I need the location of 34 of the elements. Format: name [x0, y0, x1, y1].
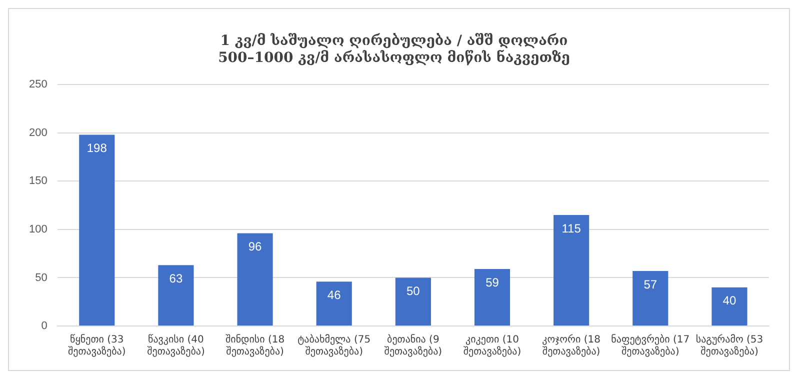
data-label: 198	[86, 141, 108, 156]
x-tick-label: კიკეთი (10 შეთავაზება)	[463, 334, 522, 358]
x-tick-label: ტაბახმელა (75 შეთავაზება)	[298, 334, 371, 358]
x-tick-label: ბეთანია (9 შეთავაზება)	[384, 334, 442, 358]
data-label: 50	[406, 284, 420, 298]
y-tick-label: 0	[41, 320, 48, 332]
bar	[632, 270, 668, 326]
bar	[712, 287, 748, 326]
bar	[237, 233, 273, 326]
y-tick-label: 50	[35, 272, 48, 284]
data-label: 40	[722, 294, 736, 308]
bar	[79, 134, 115, 326]
data-label: 96	[248, 240, 262, 254]
x-tick-label: კოჯორი (18 შეთავაზება)	[542, 334, 600, 358]
data-label: 63	[169, 271, 183, 286]
x-tick-label: შინდისი (18 შეთავაზება)	[225, 334, 285, 358]
data-label: 46	[327, 288, 342, 302]
y-tick-label: 200	[28, 126, 48, 139]
y-tick-label: 150	[28, 175, 48, 188]
chart-title: 1 კვ/მ საშუალო ღირებულება / აშშ დოლარი 500–1000 კვ/მ არასასოფლო მიწის ნაკვეთზე	[218, 33, 570, 66]
x-tick-label: ნაფეტვრები (17 შეთავაზება)	[611, 334, 690, 358]
x-tick-label: წავკისი (40 შეთავაზება)	[147, 334, 205, 358]
bar	[158, 265, 194, 326]
y-tick-label: 100	[28, 223, 48, 236]
x-tick-label: წყნეთი (33 შეთავაზება)	[68, 334, 126, 358]
bar	[554, 214, 590, 326]
bar	[474, 269, 510, 326]
data-label: 115	[562, 221, 582, 236]
x-tick-label: საგურამო (53 შეთავაზება)	[696, 334, 764, 358]
y-tick-label: 250	[28, 78, 48, 91]
bar	[316, 282, 352, 326]
data-label: 59	[486, 275, 500, 290]
bar	[395, 278, 431, 326]
data-label: 57	[644, 277, 658, 292]
